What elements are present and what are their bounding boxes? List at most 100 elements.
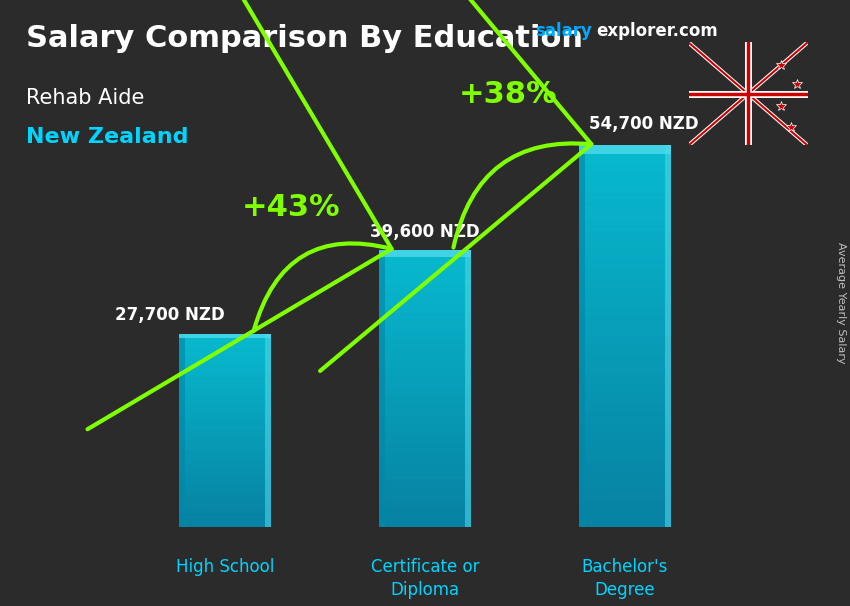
Bar	[579, 193, 672, 202]
Text: 27,700 NZD: 27,700 NZD	[115, 307, 224, 324]
Bar	[178, 503, 271, 508]
Bar	[178, 435, 271, 440]
Bar	[378, 521, 472, 527]
Bar	[579, 431, 672, 441]
Bar	[378, 250, 472, 258]
Bar	[178, 367, 271, 372]
Bar	[579, 461, 672, 470]
Bar	[579, 221, 672, 231]
Bar	[178, 479, 271, 484]
Bar	[378, 361, 472, 368]
Bar	[579, 336, 672, 345]
Bar	[579, 202, 672, 211]
Bar	[378, 402, 472, 410]
Bar	[178, 513, 271, 518]
Bar	[579, 413, 672, 422]
Text: Average Yearly Salary: Average Yearly Salary	[836, 242, 846, 364]
Bar	[579, 422, 672, 431]
Bar	[378, 493, 472, 499]
Bar	[178, 411, 271, 416]
Bar	[178, 484, 271, 488]
Bar	[378, 319, 472, 327]
Bar	[378, 416, 472, 424]
Bar	[178, 430, 271, 435]
Bar	[378, 354, 472, 361]
Bar	[579, 470, 672, 479]
Bar	[579, 259, 672, 269]
Bar	[378, 499, 472, 507]
Bar	[378, 451, 472, 458]
Bar	[579, 145, 672, 155]
Bar	[579, 479, 672, 489]
Bar	[378, 327, 472, 333]
Bar	[579, 241, 672, 250]
Bar	[178, 401, 271, 406]
Bar	[378, 292, 472, 299]
Bar	[579, 307, 672, 317]
Bar	[579, 231, 672, 241]
Bar	[378, 271, 472, 278]
Bar	[579, 183, 672, 193]
Bar	[465, 250, 472, 527]
Bar	[178, 382, 271, 387]
Text: Rehab Aide: Rehab Aide	[26, 88, 144, 108]
Bar	[178, 421, 271, 425]
Bar	[178, 488, 271, 493]
Bar	[178, 454, 271, 459]
Bar	[178, 493, 271, 498]
Bar	[579, 451, 672, 461]
Bar	[579, 145, 672, 155]
Text: 54,700 NZD: 54,700 NZD	[589, 115, 699, 133]
Bar	[378, 305, 472, 313]
Bar	[579, 365, 672, 375]
Bar	[178, 333, 271, 338]
Bar	[579, 317, 672, 327]
Bar	[579, 269, 672, 279]
Bar	[579, 375, 672, 384]
Bar	[579, 164, 672, 173]
Bar	[378, 444, 472, 451]
Bar	[579, 441, 672, 451]
Bar	[378, 250, 385, 527]
Bar	[579, 145, 585, 527]
Bar	[178, 450, 271, 454]
Bar	[178, 469, 271, 474]
Text: salary: salary	[536, 22, 592, 40]
Bar	[178, 474, 271, 479]
Bar	[178, 353, 271, 358]
Bar	[378, 424, 472, 430]
FancyArrowPatch shape	[88, 0, 392, 429]
Bar	[579, 508, 672, 518]
Bar	[178, 440, 271, 445]
Bar	[178, 406, 271, 411]
Bar	[178, 343, 271, 348]
Bar	[178, 372, 271, 377]
Bar	[378, 479, 472, 485]
Bar	[378, 264, 472, 271]
Text: 39,600 NZD: 39,600 NZD	[371, 223, 479, 241]
Bar	[378, 396, 472, 402]
Bar	[178, 416, 271, 421]
Bar	[378, 375, 472, 382]
Bar	[378, 313, 472, 319]
Bar	[178, 333, 185, 527]
Bar	[178, 508, 271, 513]
Bar	[178, 358, 271, 362]
Bar	[178, 387, 271, 391]
Bar	[178, 498, 271, 503]
Bar	[378, 389, 472, 396]
Text: +38%: +38%	[459, 80, 558, 109]
Bar	[178, 396, 271, 401]
Bar	[178, 338, 271, 343]
Bar	[378, 382, 472, 389]
Bar	[579, 298, 672, 307]
Bar	[579, 355, 672, 365]
Bar	[579, 499, 672, 508]
Bar	[378, 285, 472, 292]
Bar	[178, 425, 271, 430]
Bar	[378, 465, 472, 472]
Bar	[378, 250, 472, 257]
Bar	[178, 348, 271, 353]
Bar	[378, 341, 472, 347]
Bar	[265, 333, 271, 527]
